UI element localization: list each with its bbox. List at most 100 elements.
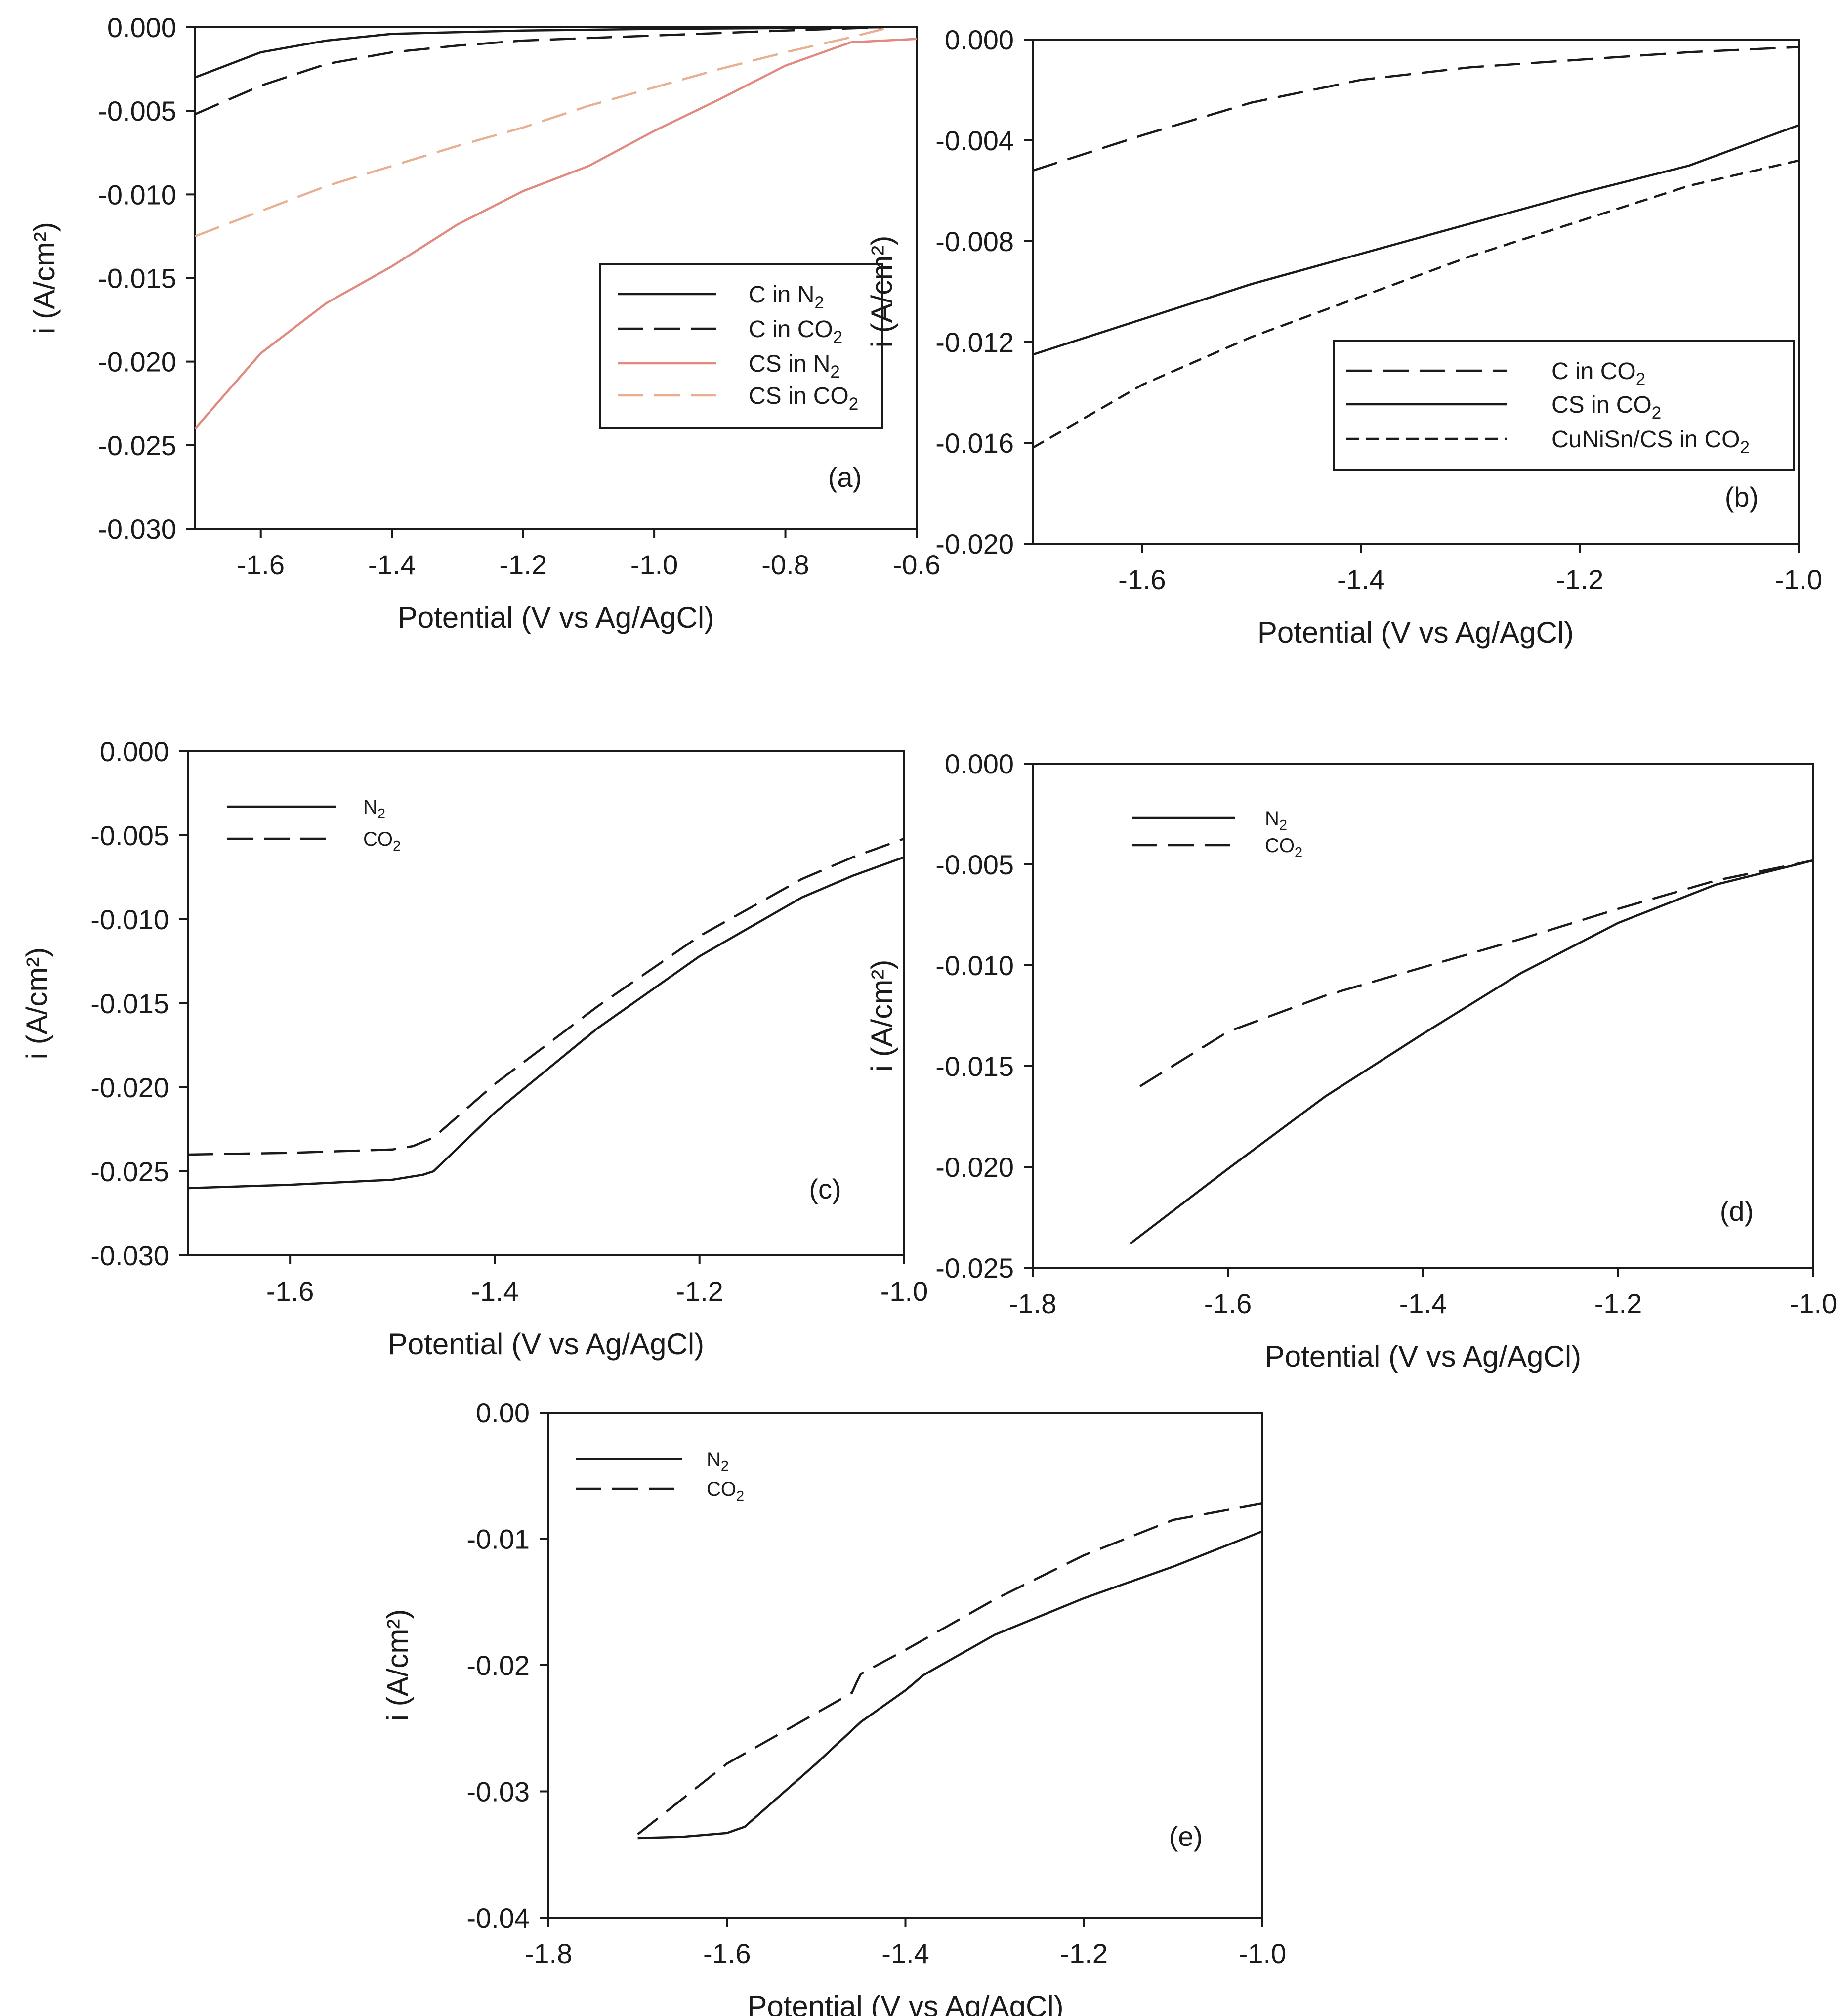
legend-box: [599, 263, 883, 429]
y-tick-label: -0.025: [90, 1156, 169, 1187]
y-axis-label: i (A/cm²): [28, 222, 61, 334]
x-axis-label: Potential (V vs Ag/AgCl): [1257, 616, 1574, 649]
y-axis-label: i (A/cm²): [865, 236, 898, 348]
y-tick-label: -0.005: [90, 820, 169, 851]
series-line-3: [1032, 159, 1799, 449]
series-line-2: [1032, 124, 1799, 356]
y-tick-label: -0.04: [466, 1902, 530, 1933]
y-tick-label: -0.004: [935, 125, 1014, 156]
x-tick-label: -1.2: [1594, 1288, 1642, 1319]
series-line-2: [1139, 859, 1814, 1087]
panel-label: (a): [828, 462, 862, 493]
x-axis-label: Potential (V vs Ag/AgCl): [1265, 1340, 1581, 1373]
x-tick-label: -1.2: [1556, 564, 1604, 595]
legend-label: C in CO2​: [1551, 358, 1645, 389]
series-line-3: [194, 38, 917, 429]
x-tick-label: -1.6: [266, 1276, 314, 1307]
y-tick-label: -0.020: [90, 1072, 169, 1103]
y-tick-label: 0.000: [945, 24, 1014, 55]
y-axis-label: i (A/cm²): [381, 1609, 414, 1721]
x-axis-label: Potential (V vs Ag/AgCl): [747, 1990, 1063, 2016]
legend-label: N2​: [707, 1449, 729, 1474]
legend-label: CS in CO2​: [1551, 392, 1661, 423]
x-tick-label: -1.4: [1337, 564, 1385, 595]
x-tick-label: -1.2: [675, 1276, 723, 1307]
y-tick-label: 0.000: [107, 12, 176, 43]
chart-panel-e: -1.8 -1.6 -1.4 -1.2 -1.0 0.00 -0.01 -0.02 -0.03 -…: [381, 1397, 1286, 2016]
y-tick-label: -0.025: [935, 1252, 1014, 1284]
y-tick-label: 0.000: [100, 736, 169, 767]
legend: N2​CO2​: [1132, 808, 1302, 860]
chart-panel-d: -1.8 -1.6 -1.4 -1.2 -1.0 0.000 -0.005 -0.010 -0.…: [865, 748, 1837, 1373]
x-tick-label: -1.6: [703, 1938, 751, 1969]
x-tick-label: -1.6: [1204, 1288, 1252, 1319]
y-tick-label: -0.008: [935, 226, 1014, 257]
y-tick-label: -0.020: [935, 1152, 1014, 1183]
panel-label: (d): [1720, 1196, 1754, 1227]
legend-label: CO2​: [1265, 835, 1302, 860]
y-tick-label: -0.015: [98, 263, 176, 294]
y-tick-label: -0.03: [466, 1776, 530, 1807]
series-line-1: [637, 1530, 1263, 1840]
legend-label: CO2​: [707, 1478, 744, 1504]
panel-label: (b): [1725, 481, 1759, 513]
x-tick-label: -1.0: [1775, 564, 1823, 595]
legend-label: C in N2​: [749, 282, 824, 312]
chart-panel-c: -1.6 -1.4 -1.2 -1.0 0.000 -0.005 -0.010 -0.015 -…: [20, 736, 928, 1361]
legend-label: N2​: [1265, 808, 1287, 833]
x-tick-label: -1.4: [1399, 1288, 1447, 1319]
y-tick-label: -0.030: [90, 1240, 169, 1271]
y-tick-label: -0.02: [466, 1650, 530, 1681]
y-tick-label: -0.015: [90, 988, 169, 1019]
series-line-1: [1032, 46, 1799, 172]
chart-panel-b: -1.6 -1.4 -1.2 -1.0 0.000 -0.004 -0.008 -0.012 -…: [865, 24, 1822, 649]
x-tick-label: -1.6: [1118, 564, 1166, 595]
y-tick-label: 0.000: [945, 748, 1014, 779]
x-tick-label: -1.0: [1239, 1938, 1287, 1969]
series-line-4: [195, 28, 884, 238]
x-tick-label: -1.4: [471, 1276, 519, 1307]
y-tick-label: -0.005: [935, 849, 1014, 880]
legend: N2​CO2​: [227, 796, 401, 854]
y-tick-label: -0.030: [98, 514, 176, 545]
x-tick-label: -0.6: [893, 549, 941, 580]
y-tick-label: 0.00: [476, 1397, 530, 1428]
series-line-2: [187, 837, 905, 1156]
legend-label: CuNiSn/CS in CO2​: [1551, 427, 1750, 457]
x-tick-label: -1.8: [525, 1938, 573, 1969]
y-tick-label: -0.015: [935, 1051, 1014, 1082]
legend-label: CS in N2​: [749, 351, 840, 382]
y-tick-label: -0.010: [98, 179, 176, 210]
x-tick-label: -1.8: [1009, 1288, 1057, 1319]
legend-label: N2​: [363, 796, 385, 822]
series-line-1: [1130, 859, 1814, 1244]
x-tick-label: -1.6: [237, 549, 285, 580]
x-tick-label: -1.2: [1060, 1938, 1108, 1969]
legend: C in CO2​CS in CO2​ CuNiSn/CS in CO2​: [1333, 340, 1795, 471]
y-axis-label: i (A/cm²): [865, 960, 898, 1072]
x-tick-label: -1.4: [881, 1938, 929, 1969]
y-tick-label: -0.020: [98, 346, 176, 378]
legend: C in N2​ C in CO2​ CS in N2​CS in CO2​: [599, 263, 883, 429]
y-tick-label: -0.010: [935, 950, 1014, 981]
panel-label: (e): [1169, 1821, 1203, 1852]
y-tick-label: -0.020: [935, 528, 1014, 559]
chart-panel-a: -1.6 -1.4 -1.2 -1.0 -0.8 -0.6 0.000 -0.005 -0.01…: [28, 12, 940, 634]
x-axis-label: Potential (V vs Ag/AgCl): [388, 1328, 704, 1361]
plot-frame: [1032, 39, 1800, 545]
y-tick-label: -0.010: [90, 904, 169, 935]
y-tick-label: -0.025: [98, 430, 176, 461]
x-axis-label: Potential (V vs Ag/AgCl): [398, 601, 714, 634]
x-tick-label: -1.0: [1790, 1288, 1838, 1319]
series-line-2: [637, 1502, 1263, 1836]
y-tick-label: -0.01: [466, 1524, 530, 1555]
x-tick-label: -1.2: [499, 549, 547, 580]
series-line-2: [195, 26, 884, 115]
legend-label: CS in CO2​: [749, 383, 858, 414]
y-tick-label: -0.012: [935, 327, 1014, 358]
panel-label: (c): [809, 1173, 841, 1204]
y-axis-label: i (A/cm²): [20, 947, 53, 1060]
x-tick-label: -1.0: [630, 549, 678, 580]
